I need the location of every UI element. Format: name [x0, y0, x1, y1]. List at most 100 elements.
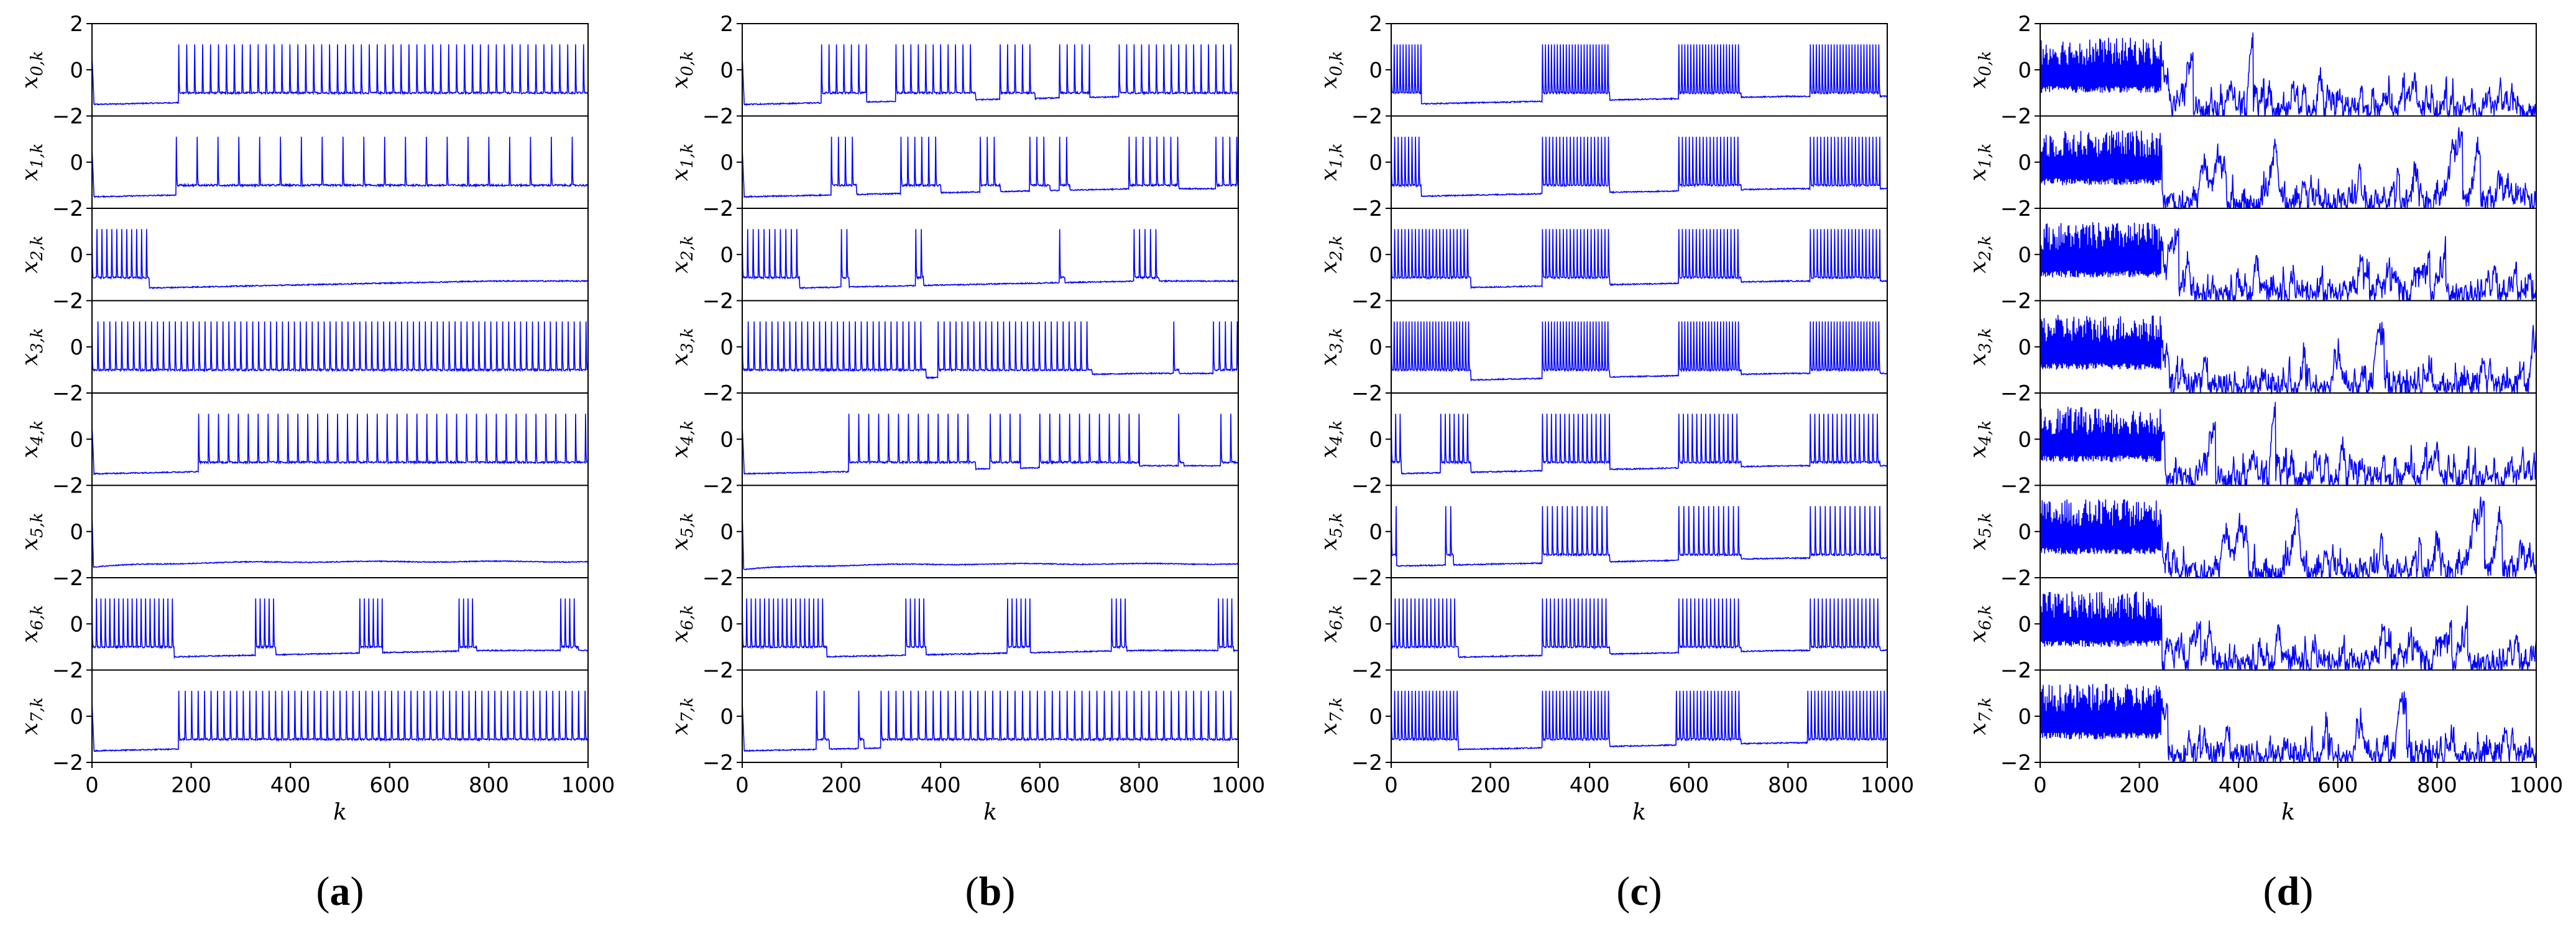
y-axis-label: x3,k	[17, 328, 47, 366]
y-axis-label: x5,k	[1966, 512, 1995, 550]
y-tick-label: 0	[2018, 335, 2031, 360]
y-axis-label: x5,k	[668, 512, 697, 550]
axes-frame	[91, 208, 589, 302]
y-tick-label: −2	[52, 381, 83, 406]
y-tick-label: −2	[702, 289, 734, 314]
y-label-main: x	[17, 445, 43, 458]
series-line	[91, 229, 589, 289]
axes-frame	[742, 300, 1239, 394]
series-line	[91, 598, 589, 660]
y-tick-label: 2	[70, 289, 83, 314]
y-tick-label: −2	[1351, 566, 1382, 591]
y-tick-label: 2	[2018, 566, 2031, 591]
y-label-sub: 4,k	[1327, 420, 1346, 446]
y-tick-label: 2	[720, 566, 734, 591]
series-line	[1391, 690, 1888, 752]
y-axis-label: x2,k	[1966, 236, 1995, 274]
y-axis-label: x2,k	[1317, 236, 1346, 274]
x-tick-label: 400	[1570, 773, 1610, 798]
y-tick-label: 0	[720, 243, 734, 267]
panel-label-close: )	[1649, 869, 1662, 914]
subplot-1-k: 20−2x1,k	[1966, 104, 2537, 221]
subplot-2-k: 20−2x2,k	[1317, 197, 1888, 314]
y-label-sub: 2,k	[678, 236, 697, 262]
subplot-1-k: 20−2x1,k	[17, 104, 589, 221]
subplot-5-k: 20−2x5,k	[17, 474, 589, 591]
panel-a: 20−2x0,k20−2x1,k20−2x2,k20−2x3,k20−2x4,k…	[17, 12, 615, 825]
y-tick-label: 0	[70, 520, 83, 545]
panel-label-open: (	[965, 869, 979, 914]
y-axis-label: x4,k	[17, 420, 47, 458]
y-label-main: x	[668, 261, 693, 273]
y-label-sub: 4,k	[678, 420, 697, 446]
y-label-sub: 4,k	[28, 420, 47, 446]
x-tick-label: 200	[171, 773, 211, 798]
y-tick-label: −2	[2000, 104, 2031, 129]
y-tick-label: 2	[720, 381, 734, 406]
y-label-sub: 0,k	[28, 51, 47, 76]
y-label-sub: 5,k	[678, 512, 697, 538]
y-label-main: x	[17, 353, 43, 366]
subplot-0-k: 20−2x0,k	[1966, 12, 2537, 129]
y-axis-label: x6,k	[1966, 605, 1995, 643]
y-axis-label: x7,k	[17, 697, 47, 735]
subplot-2-k: 20−2x2,k	[17, 197, 589, 314]
subplot-3-k: 20−2x3,k	[17, 289, 589, 406]
subplot-2-k: 20−2x2,k	[1966, 197, 2537, 314]
x-tick-label: 0	[85, 773, 99, 798]
series-line	[742, 690, 1239, 752]
series-line	[742, 136, 1239, 198]
y-axis-label: x2,k	[17, 236, 47, 274]
y-tick-label: 0	[2018, 520, 2031, 545]
subplot-0-k: 20−2x0,k	[17, 12, 589, 129]
subplot-0-k: 20−2x0,k	[668, 12, 1239, 129]
series-line	[2040, 683, 2537, 764]
y-tick-label: 2	[70, 566, 83, 591]
axes-frame	[1391, 115, 1888, 209]
subplot-5-k: 20−2x5,k	[1317, 474, 1888, 591]
series-line	[1391, 44, 1888, 106]
axes-frame	[91, 577, 589, 671]
y-label-main: x	[668, 76, 693, 88]
y-tick-label: −2	[2000, 751, 2031, 775]
y-label-sub: 0,k	[1976, 51, 1995, 76]
y-tick-label: 0	[70, 58, 83, 83]
x-tick-label: 400	[270, 773, 311, 798]
y-tick-label: 2	[2018, 289, 2031, 314]
x-tick-label: 0	[1384, 773, 1398, 798]
x-tick-label: 1000	[1861, 773, 1915, 798]
subplot-6-k: 20−2x6,k	[668, 566, 1239, 683]
y-label-main: x	[1966, 538, 1991, 550]
x-tick-label: 600	[1668, 773, 1709, 798]
y-tick-label: 0	[720, 612, 734, 637]
panel-label-b: (b)	[965, 869, 1016, 914]
y-axis-label: x0,k	[1966, 51, 1995, 89]
y-label-sub: 0,k	[678, 51, 697, 76]
panel-label-letter: c	[1630, 869, 1648, 914]
x-tick-label: 0	[2033, 773, 2047, 798]
y-tick-label: −2	[702, 751, 734, 775]
y-axis-label: x5,k	[1317, 512, 1346, 550]
series-line	[91, 321, 589, 373]
y-label-sub: 1,k	[28, 143, 47, 169]
y-tick-label: −2	[2000, 659, 2031, 683]
y-label-main: x	[17, 723, 43, 735]
y-tick-label: 2	[1369, 197, 1382, 221]
y-label-sub: 7,k	[28, 697, 47, 723]
y-tick-label: −2	[2000, 289, 2031, 314]
series-line	[2040, 496, 2537, 580]
x-tick-label: 400	[2219, 773, 2259, 798]
y-tick-label: 0	[70, 243, 83, 267]
y-tick-label: −2	[1351, 381, 1382, 406]
y-tick-label: 0	[70, 427, 83, 452]
y-label-sub: 6,k	[1976, 605, 1995, 631]
y-axis-label: x0,k	[1317, 51, 1346, 89]
subplot-4-k: 20−2x4,k	[1966, 381, 2537, 499]
series-line	[1391, 414, 1888, 475]
y-axis-label: x6,k	[668, 605, 697, 643]
panel-label-open: (	[316, 869, 330, 914]
y-label-main: x	[1966, 723, 1991, 735]
y-label-main: x	[668, 353, 693, 366]
y-tick-label: −2	[52, 104, 83, 129]
